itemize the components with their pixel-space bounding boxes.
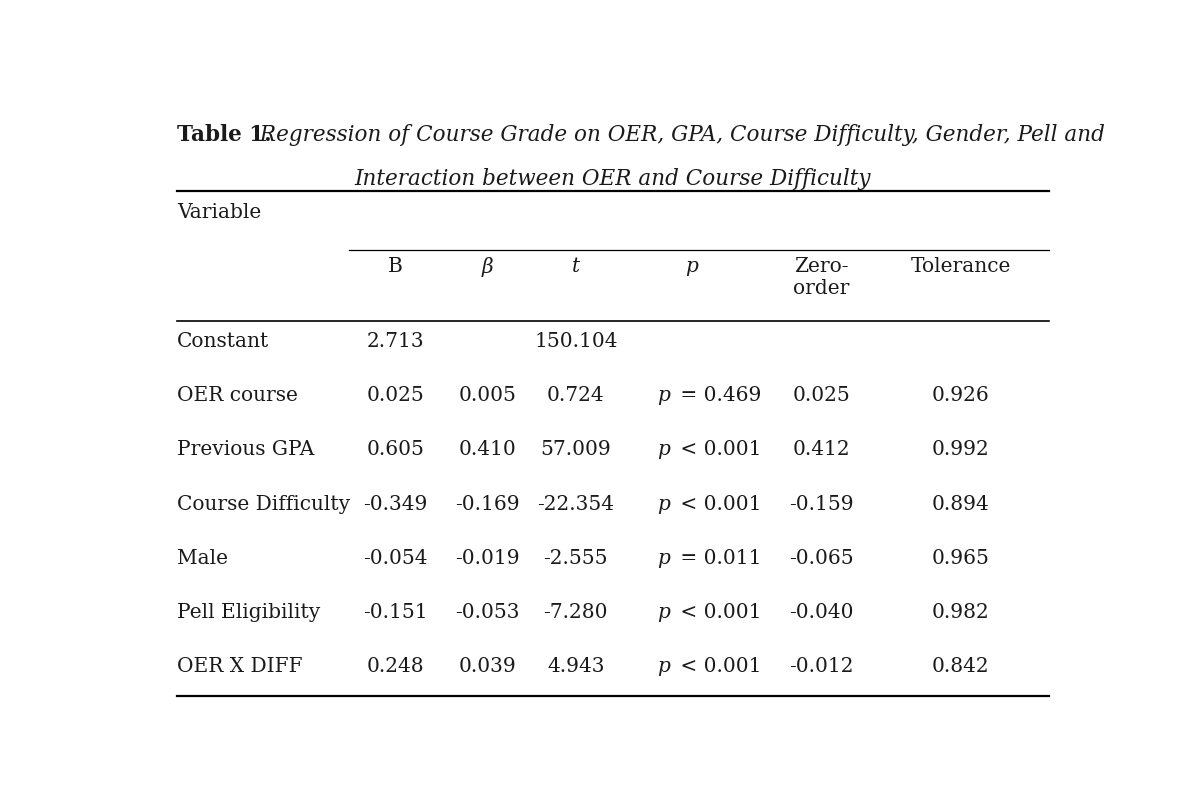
Text: Variable: Variable (177, 202, 262, 222)
Text: 0.842: 0.842 (932, 657, 989, 676)
Text: Tolerance: Tolerance (910, 258, 1011, 276)
Text: OER X DIFF: OER X DIFF (177, 657, 303, 676)
Text: β: β (482, 258, 494, 278)
Text: -0.040: -0.040 (789, 603, 854, 622)
Text: -7.280: -7.280 (544, 603, 608, 622)
Text: Regression of Course Grade on OER, GPA, Course Difficulty, Gender, Pell and: Regression of Course Grade on OER, GPA, … (254, 124, 1105, 146)
Text: 0.412: 0.412 (793, 440, 850, 459)
Text: -0.012: -0.012 (789, 657, 854, 676)
Text: 0.894: 0.894 (932, 494, 989, 514)
Text: Constant: Constant (177, 332, 269, 351)
Text: -0.054: -0.054 (362, 549, 427, 568)
Text: 0.724: 0.724 (547, 386, 605, 405)
Text: -0.053: -0.053 (456, 603, 520, 622)
Text: = 0.469: = 0.469 (673, 386, 761, 405)
Text: < 0.001: < 0.001 (673, 440, 761, 459)
Text: 0.005: 0.005 (459, 386, 517, 405)
Text: 0.992: 0.992 (932, 440, 989, 459)
Text: < 0.001: < 0.001 (673, 657, 761, 676)
Text: Interaction between OER and Course Difficulty: Interaction between OER and Course Diffi… (355, 168, 871, 190)
Text: Male: Male (177, 549, 228, 568)
Text: = 0.011: = 0.011 (673, 549, 761, 568)
Text: 0.248: 0.248 (366, 657, 423, 676)
Text: p: p (657, 386, 670, 405)
Text: -0.169: -0.169 (456, 494, 520, 514)
Text: 0.982: 0.982 (932, 603, 989, 622)
Text: < 0.001: < 0.001 (673, 494, 761, 514)
Text: p: p (657, 494, 670, 514)
Text: B: B (388, 258, 403, 276)
Text: -0.151: -0.151 (362, 603, 427, 622)
Text: 0.605: 0.605 (366, 440, 425, 459)
Text: Course Difficulty: Course Difficulty (177, 494, 350, 514)
Text: -0.349: -0.349 (362, 494, 427, 514)
Text: 0.025: 0.025 (793, 386, 850, 405)
Text: -2.555: -2.555 (544, 549, 608, 568)
Text: -0.019: -0.019 (456, 549, 520, 568)
Text: p: p (657, 549, 670, 568)
Text: t: t (572, 258, 580, 276)
Text: 2.713: 2.713 (366, 332, 423, 351)
Text: -0.065: -0.065 (789, 549, 854, 568)
Text: 0.039: 0.039 (459, 657, 517, 676)
Text: -22.354: -22.354 (537, 494, 615, 514)
Text: 150.104: 150.104 (535, 332, 617, 351)
Text: Zero-
order: Zero- order (793, 258, 849, 298)
Text: -0.159: -0.159 (789, 494, 854, 514)
Text: p: p (685, 258, 698, 276)
Text: p: p (657, 603, 670, 622)
Text: 4.943: 4.943 (547, 657, 605, 676)
Text: 0.926: 0.926 (932, 386, 989, 405)
Text: p: p (657, 440, 670, 459)
Text: Table 1.: Table 1. (177, 124, 271, 146)
Text: p: p (657, 657, 670, 676)
Text: 57.009: 57.009 (541, 440, 611, 459)
Text: < 0.001: < 0.001 (673, 603, 761, 622)
Text: 0.025: 0.025 (366, 386, 425, 405)
Text: 0.410: 0.410 (459, 440, 517, 459)
Text: Previous GPA: Previous GPA (177, 440, 315, 459)
Text: Pell Eligibility: Pell Eligibility (177, 603, 321, 622)
Text: OER course: OER course (177, 386, 298, 405)
Text: 0.965: 0.965 (932, 549, 989, 568)
